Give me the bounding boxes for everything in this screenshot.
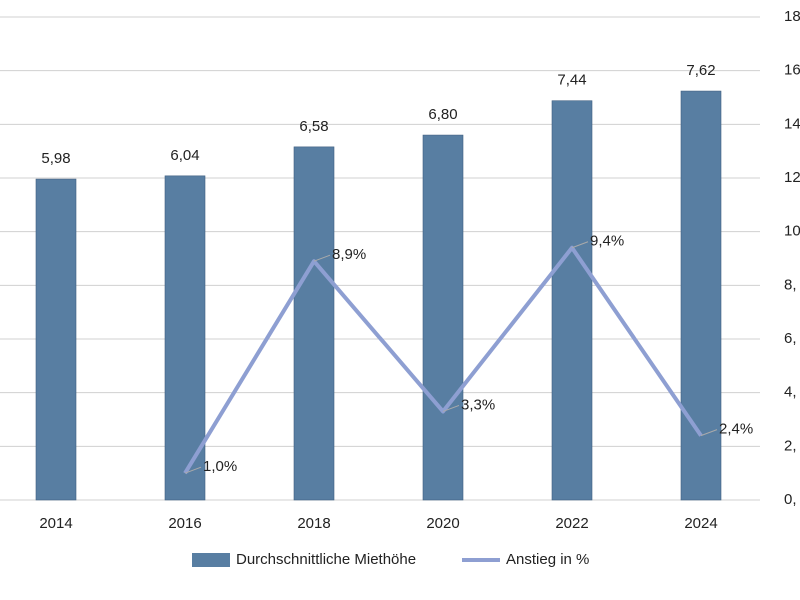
x-tick-label: 2018 bbox=[297, 515, 330, 532]
bar bbox=[35, 178, 77, 501]
bar bbox=[551, 100, 593, 501]
bar-value-label: 5,98 bbox=[41, 150, 70, 167]
line-value-label: 2,4% bbox=[719, 421, 753, 438]
y2-tick-label: 10 bbox=[784, 223, 800, 240]
leader-line bbox=[184, 466, 202, 474]
leader-line bbox=[442, 404, 460, 412]
leader-line bbox=[571, 241, 589, 249]
x-tick-label: 2016 bbox=[168, 515, 201, 532]
line-value-label: 3,3% bbox=[461, 396, 495, 413]
y2-tick-label: 12 bbox=[784, 169, 800, 186]
bar-value-label: 7,44 bbox=[557, 72, 586, 89]
bar-value-label: 6,58 bbox=[299, 118, 328, 135]
x-tick-label: 2024 bbox=[684, 515, 717, 532]
bar bbox=[680, 90, 722, 501]
legend-label: Anstieg in % bbox=[506, 551, 589, 568]
y2-tick-label: 14 bbox=[784, 115, 800, 132]
x-tick-label: 2022 bbox=[555, 515, 588, 532]
bar-value-label: 7,62 bbox=[686, 62, 715, 79]
line-value-label: 1,0% bbox=[203, 458, 237, 475]
legend-label: Durchschnittliche Miethöhe bbox=[236, 551, 416, 568]
legend-swatch bbox=[192, 553, 230, 567]
y2-tick-label: 18 bbox=[784, 8, 800, 25]
y2-tick-label: 4, bbox=[784, 384, 797, 401]
line-value-label: 9,4% bbox=[590, 233, 624, 250]
bar bbox=[164, 175, 206, 501]
y2-tick-label: 6, bbox=[784, 330, 797, 347]
x-tick-label: 2014 bbox=[39, 515, 72, 532]
bar bbox=[293, 146, 335, 501]
bar-value-label: 6,04 bbox=[170, 147, 199, 164]
leader-line bbox=[700, 429, 718, 437]
y2-tick-label: 16 bbox=[784, 62, 800, 79]
y2-tick-label: 2, bbox=[784, 437, 797, 454]
line-value-label: 8,9% bbox=[332, 246, 366, 263]
y2-tick-label: 0, bbox=[784, 491, 797, 508]
bar bbox=[422, 134, 464, 501]
bar-value-label: 6,80 bbox=[428, 106, 457, 123]
y2-tick-label: 8, bbox=[784, 276, 797, 293]
x-tick-label: 2020 bbox=[426, 515, 459, 532]
leader-line bbox=[313, 254, 331, 262]
